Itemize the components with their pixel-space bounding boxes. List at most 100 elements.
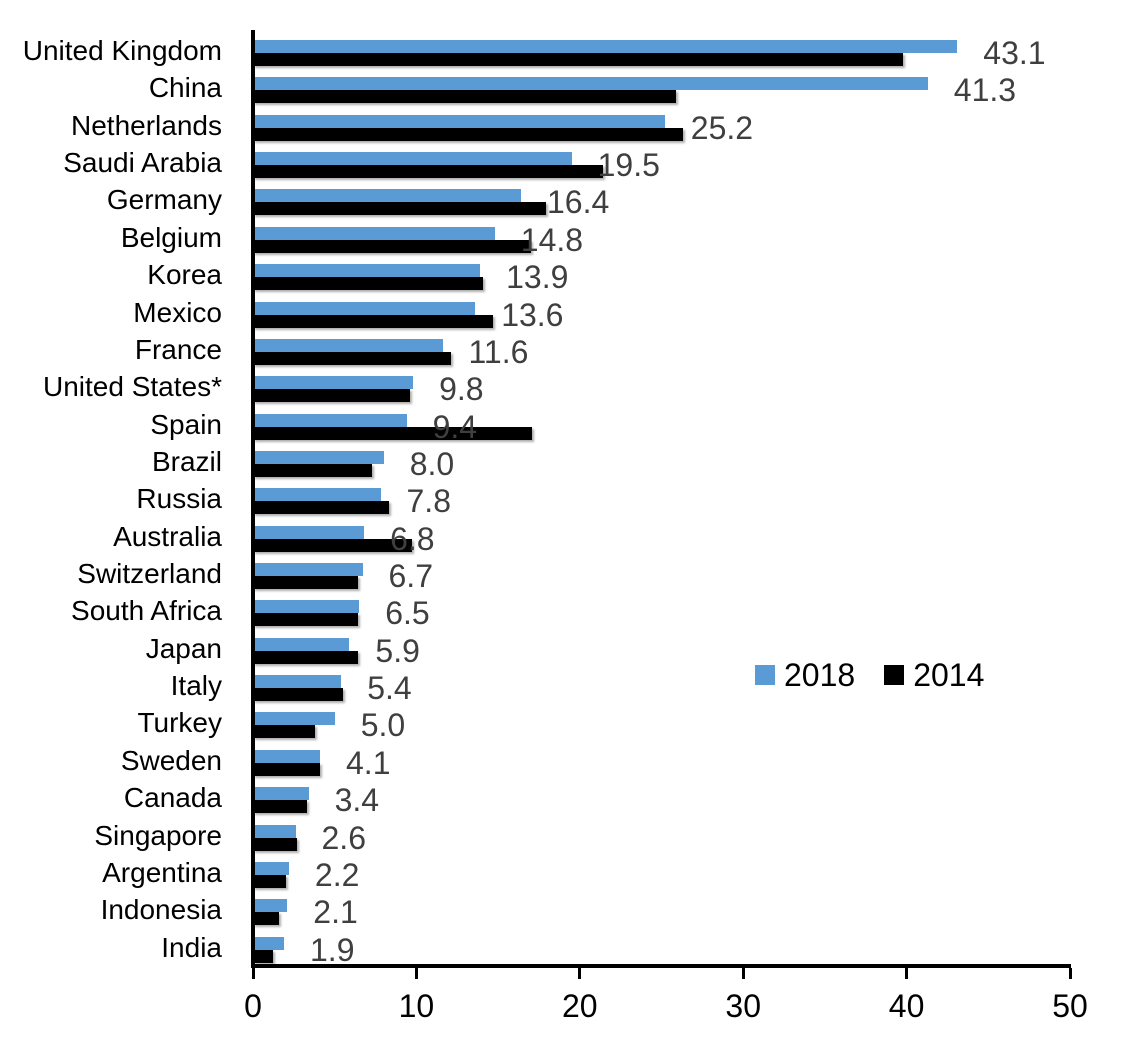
plot-area: United Kingdom 43.1 China 41.3 Netherlands 25… bbox=[23, 30, 1070, 968]
data-label: 4.1 bbox=[346, 744, 391, 781]
bar-2014 bbox=[253, 538, 412, 552]
bar-2014 bbox=[253, 277, 484, 291]
category-label: Australia bbox=[113, 520, 222, 552]
category-label: Japan bbox=[145, 632, 222, 664]
bar-2018 bbox=[253, 264, 481, 278]
bar-2014 bbox=[253, 389, 410, 403]
bar-2018 bbox=[253, 824, 296, 838]
bar-row: Netherlands 25.2 bbox=[71, 105, 1070, 146]
category-label: Switzerland bbox=[77, 558, 222, 590]
bar-2018 bbox=[253, 189, 521, 203]
legend-swatch-2014 bbox=[884, 665, 905, 685]
bar-2014 bbox=[253, 202, 546, 216]
bar-2018 bbox=[253, 40, 958, 53]
data-label: 6.8 bbox=[390, 520, 435, 557]
bar-2014 bbox=[253, 165, 603, 179]
bar-row: Spain 9.4 bbox=[150, 404, 1070, 445]
data-label: 43.1 bbox=[983, 35, 1046, 71]
data-label: 6.5 bbox=[385, 595, 430, 632]
x-axis-line bbox=[251, 964, 1071, 968]
bar-row: Japan 5.9 bbox=[146, 628, 1070, 669]
data-label: 11.6 bbox=[468, 333, 529, 370]
data-label: 8.0 bbox=[409, 445, 455, 482]
bar-2018 bbox=[253, 376, 414, 390]
bar-2014 bbox=[253, 314, 494, 328]
data-label: 41.3 bbox=[953, 72, 1017, 109]
bar-2018 bbox=[253, 600, 360, 614]
bar-2014 bbox=[253, 912, 280, 926]
bar-row: Singapore 2.6 bbox=[94, 815, 1070, 856]
bar-row: Germany 16.4 bbox=[107, 179, 1070, 220]
category-label: United States* bbox=[43, 371, 222, 403]
data-label: 19.5 bbox=[597, 147, 660, 184]
x-axis-tick-mark bbox=[905, 968, 909, 979]
category-label: Russia bbox=[136, 483, 222, 515]
category-label: Brazil bbox=[151, 445, 222, 477]
data-label: 16.4 bbox=[547, 184, 610, 221]
category-label: Netherlands bbox=[71, 109, 222, 141]
bar-row: Mexico 13.6 bbox=[133, 292, 1070, 333]
bar-row: Switzerland 6.7 bbox=[77, 553, 1070, 594]
bar-2018 bbox=[253, 488, 381, 502]
data-label: 5.4 bbox=[367, 670, 412, 707]
category-label: France bbox=[134, 333, 222, 365]
data-label: 2.1 bbox=[313, 894, 358, 931]
category-label: United Kingdom bbox=[22, 35, 222, 66]
bar-row: Russia 7.8 bbox=[136, 478, 1070, 519]
bar-row: Indonesia 2.1 bbox=[101, 889, 1070, 930]
bar-row: Turkey 5.0 bbox=[137, 702, 1070, 743]
bar-2018 bbox=[253, 563, 363, 577]
bar-2018 bbox=[253, 861, 289, 875]
bar-2014 bbox=[253, 613, 358, 627]
bar-2014 bbox=[253, 949, 273, 963]
data-label: 13.6 bbox=[501, 296, 564, 333]
bar-2014 bbox=[253, 762, 320, 776]
legend: 2018 2014 bbox=[755, 657, 985, 693]
x-axis-tick-mark bbox=[414, 968, 418, 979]
bar-2018 bbox=[253, 749, 320, 763]
legend-label-2018: 2018 bbox=[784, 657, 856, 693]
bar-2014 bbox=[253, 53, 904, 66]
data-label: 14.8 bbox=[520, 221, 584, 258]
bar-2018 bbox=[253, 899, 288, 913]
data-label: 9.8 bbox=[439, 371, 484, 408]
bar-2018 bbox=[253, 450, 384, 464]
category-label: Sweden bbox=[120, 744, 222, 776]
bar-2018 bbox=[253, 114, 665, 128]
data-label: 7.8 bbox=[406, 483, 451, 520]
bar-row: Canada 3.4 bbox=[124, 777, 1070, 818]
bar-2014 bbox=[253, 650, 358, 664]
data-label: 5.9 bbox=[375, 632, 420, 669]
bar-2018 bbox=[253, 525, 365, 539]
bar-2018 bbox=[253, 77, 928, 91]
bar-2014 bbox=[253, 351, 451, 365]
data-label: 6.7 bbox=[388, 558, 433, 595]
bar-row: United States* 9.8 bbox=[43, 366, 1070, 407]
bar-2014 bbox=[253, 837, 298, 851]
bar-row: Belgium 14.8 bbox=[121, 217, 1070, 258]
category-label: South Africa bbox=[71, 595, 222, 627]
legend-label-2014: 2014 bbox=[913, 657, 985, 693]
bar-2018 bbox=[253, 338, 443, 352]
y-axis-line bbox=[251, 30, 255, 968]
bar-row: Italy 5.4 bbox=[171, 665, 1070, 706]
category-label: Argentina bbox=[102, 856, 222, 888]
data-label: 5.0 bbox=[360, 707, 406, 744]
bar-2018 bbox=[253, 936, 284, 950]
x-axis-tick-mark bbox=[1068, 968, 1072, 979]
category-label: Spain bbox=[150, 408, 222, 440]
bar-2014 bbox=[253, 874, 286, 888]
x-axis-tick-label: 10 bbox=[398, 988, 435, 1024]
bar-2018 bbox=[253, 675, 342, 689]
bar-2014 bbox=[253, 426, 533, 440]
bar-row: Saudi Arabia 19.5 bbox=[63, 142, 1070, 183]
x-axis-tick-label: 50 bbox=[1052, 988, 1088, 1024]
bar-row: China 41.3 bbox=[149, 67, 1070, 108]
data-label: 25.2 bbox=[690, 109, 754, 146]
bar-2018 bbox=[253, 301, 476, 315]
category-label: Indonesia bbox=[100, 894, 222, 926]
category-label: Singapore bbox=[94, 819, 222, 851]
bar-row: France 11.6 bbox=[135, 329, 1070, 370]
category-label: Korea bbox=[147, 259, 222, 291]
